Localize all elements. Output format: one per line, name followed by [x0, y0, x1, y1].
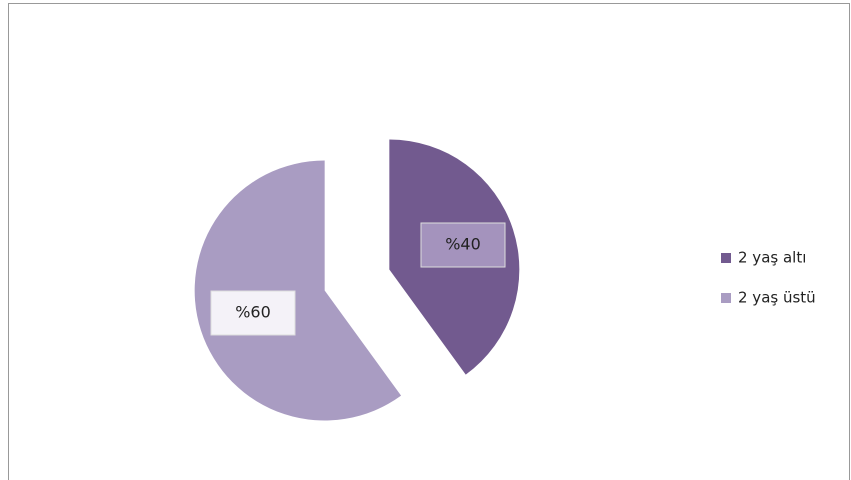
legend-swatch — [721, 253, 731, 263]
legend-swatch — [721, 293, 731, 303]
pie-slice — [194, 160, 402, 421]
legend-label: 2 yaş üstü — [738, 289, 816, 307]
data-label: %60 — [235, 303, 271, 322]
data-label-box — [420, 222, 506, 268]
legend-label: 2 yaş altı — [738, 249, 806, 267]
data-label-box — [210, 290, 296, 336]
data-label: %40 — [445, 235, 481, 254]
